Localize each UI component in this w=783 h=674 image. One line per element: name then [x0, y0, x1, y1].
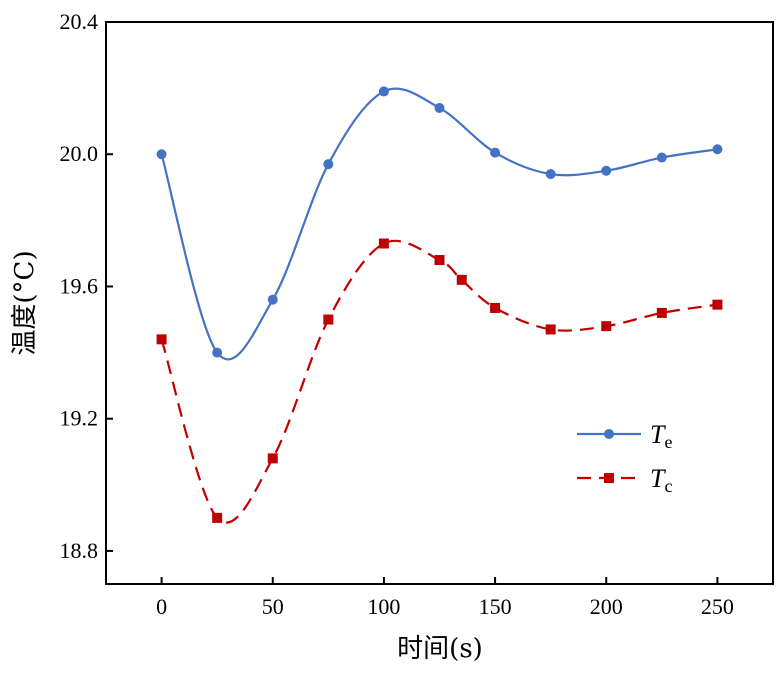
y-axis-title: 温度(°C) — [10, 250, 40, 355]
series-c — [156, 238, 723, 524]
series-c-point — [323, 314, 334, 325]
legend-item-e-label: Te — [650, 420, 672, 452]
plot-frame — [105, 21, 774, 585]
series-c-point — [212, 512, 223, 523]
series-c-point — [156, 334, 167, 345]
series-e — [156, 86, 723, 361]
series-e-point — [601, 165, 612, 176]
x-tick-label: 50 — [262, 594, 284, 619]
legend-item-c-subscript: c — [664, 476, 672, 496]
series-c-point — [545, 324, 556, 335]
x-axis-ticks: 0 50 100 150 200 250 — [156, 577, 734, 619]
series-e-point — [656, 152, 667, 163]
legend-item-c-marker — [604, 473, 614, 483]
legend-item-c-name: T — [650, 464, 666, 493]
legend-item-c: Tc — [577, 464, 672, 496]
series-c-point — [378, 238, 389, 249]
legend-item-e-name: T — [650, 420, 666, 449]
x-tick-label: 150 — [479, 594, 512, 619]
series-e-point — [434, 102, 445, 113]
y-tick-label: 19.2 — [60, 406, 99, 431]
y-axis-ticks: 18.8 19.2 19.6 20.0 20.4 — [60, 9, 113, 563]
y-tick-label: 20.4 — [60, 9, 99, 34]
series-e-point — [267, 294, 278, 305]
series-e-point — [323, 159, 334, 170]
series-e-point — [156, 149, 167, 160]
series-c-point — [490, 302, 501, 313]
y-tick-label: 18.8 — [60, 538, 99, 563]
x-tick-label: 200 — [590, 594, 623, 619]
series-c-point — [601, 321, 612, 332]
legend-item-e-marker — [604, 429, 614, 439]
series-c-point — [656, 307, 667, 318]
series-e-point — [490, 147, 501, 158]
series-c-line — [160, 239, 718, 524]
y-tick-label: 20.0 — [60, 141, 99, 166]
series-c-point — [434, 255, 445, 266]
y-tick-label: 19.6 — [60, 273, 99, 298]
x-tick-label: 100 — [367, 594, 400, 619]
series-e-point — [545, 169, 556, 180]
series-e-point — [378, 86, 389, 97]
legend-item-e: Te — [577, 420, 672, 452]
series-c-point — [712, 299, 723, 310]
legend-item-e-subscript: e — [664, 432, 672, 452]
series-e-point — [212, 347, 223, 358]
x-tick-label: 0 — [156, 594, 167, 619]
legend-item-c-label: Tc — [650, 464, 672, 496]
x-axis-title: 时间(s) — [397, 634, 483, 664]
series-e-point — [712, 144, 723, 155]
series-c-point — [456, 274, 467, 285]
series-c-point — [267, 453, 278, 464]
x-tick-label: 250 — [701, 594, 734, 619]
series-layer — [156, 86, 723, 524]
